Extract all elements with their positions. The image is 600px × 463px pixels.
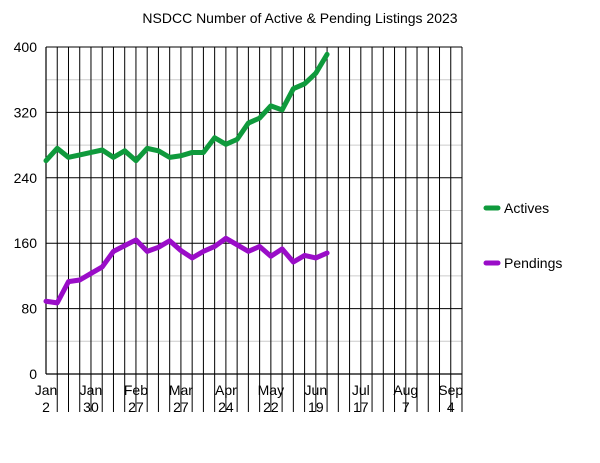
- x-tick-day: 4: [447, 399, 455, 415]
- x-tick-month: Feb: [124, 382, 148, 398]
- x-tick-day: 30: [83, 399, 99, 415]
- x-tick-day: 27: [173, 399, 189, 415]
- x-axis-tick-labels: Jan2Jan30Feb27Mar27Apr24May22Jun19Jul17A…: [35, 382, 464, 415]
- x-tick-day: 19: [308, 399, 324, 415]
- axes: [45, 46, 463, 375]
- y-axis-tick-labels: 0 80 160 240 320 400: [14, 39, 38, 382]
- major-gridlines: [46, 111, 462, 310]
- x-tick-month: Apr: [215, 382, 237, 398]
- series-line-actives: [43, 51, 330, 164]
- x-tick-month: Mar: [169, 382, 193, 398]
- x-tick-month: Jan: [35, 382, 58, 398]
- x-tick-day: 2: [42, 399, 50, 415]
- y-tick-label: 400: [14, 39, 38, 55]
- chart-title-group: NSDCC Number of Active & Pending Listing…: [142, 10, 457, 26]
- legend-label: Pendings: [504, 255, 562, 271]
- series-line-pendings: [43, 235, 330, 306]
- legend-item-pendings: Pendings: [483, 255, 562, 271]
- x-tick-month: May: [258, 382, 284, 398]
- x-tick-month: Jul: [352, 382, 370, 398]
- y-tick-label: 240: [14, 170, 38, 186]
- chart-title: NSDCC Number of Active & Pending Listing…: [142, 10, 457, 26]
- vertical-gridlines: [56, 47, 463, 412]
- x-tick-month: Jan: [80, 382, 103, 398]
- legend: Actives Pendings: [483, 200, 562, 271]
- y-tick-label: 80: [21, 301, 37, 317]
- legend-item-actives: Actives: [483, 200, 549, 216]
- y-tick-label: 160: [14, 235, 38, 251]
- x-tick-day: 7: [402, 399, 410, 415]
- x-tick-month: Jun: [305, 382, 328, 398]
- y-tick-label: 320: [14, 104, 38, 120]
- x-tick-month: Aug: [393, 382, 418, 398]
- legend-label: Actives: [504, 200, 549, 216]
- minor-gridlines: [46, 79, 462, 342]
- x-tick-day: 17: [353, 399, 369, 415]
- x-tick-day: 27: [128, 399, 144, 415]
- x-tick-day: 24: [218, 399, 234, 415]
- x-tick-month: Sep: [438, 382, 463, 398]
- y-tick-label: 0: [29, 366, 37, 382]
- x-tick-day: 22: [263, 399, 279, 415]
- series-lines: [43, 51, 330, 306]
